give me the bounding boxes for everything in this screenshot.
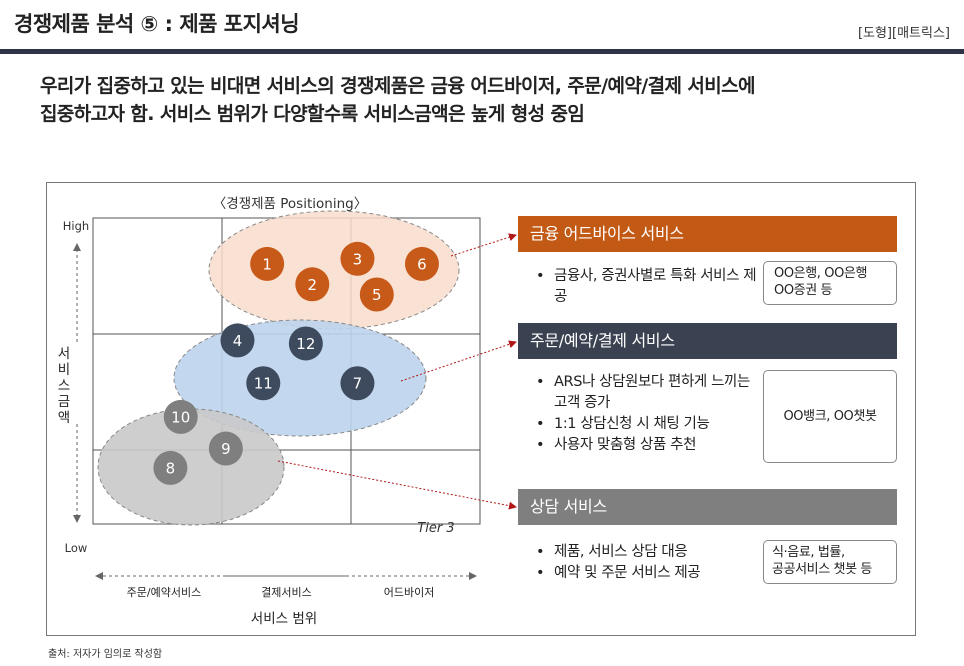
- competitor-dot-circle: [340, 241, 375, 276]
- bullet-item: • ARS나 상담원보다 편하게 느끼는 고객 증가: [536, 374, 750, 411]
- x-tick-label: 어드바이저: [384, 586, 435, 599]
- competitor-dot-circle: [404, 246, 439, 281]
- x-tick-label: 결제서비스: [261, 586, 312, 599]
- competitor-dot-circle: [295, 267, 330, 302]
- page-title: 경쟁제품 분석 ⑤ : 제품 포지셔닝: [14, 12, 300, 36]
- competitor-dot-label: 5: [372, 286, 382, 304]
- competitor-dot-3: 3: [340, 241, 375, 276]
- headline-line-1: 우리가 집중하고 있는 비대면 서비스의 경쟁제품은 금융 어드바이저, 주문/…: [40, 75, 755, 97]
- source-note: 출처: 저자가 임의로 작성함: [48, 649, 163, 660]
- bullet-item: • 사용자 맞춤형 상품 추천: [536, 437, 697, 453]
- example-line: 공공서비스 챗봇 등: [772, 562, 872, 577]
- competitor-dot-label: 4: [233, 332, 243, 350]
- panel-advisor-examples: OO은행, OO은행 OO증권 등: [763, 261, 897, 305]
- bullet-item: • 제품, 서비스 상담 대응: [536, 544, 688, 560]
- headline: 우리가 집중하고 있는 비대면 서비스의 경쟁제품은 금융 어드바이저, 주문/…: [40, 72, 940, 128]
- competitor-dot-1: 1: [250, 246, 285, 281]
- slide-tag: [도형][매트릭스]: [857, 26, 950, 41]
- competitor-dot-circle: [163, 399, 198, 434]
- panel-advisor: 금융 어드바이스 서비스: [518, 216, 897, 252]
- competitor-dot-label: 10: [171, 408, 190, 426]
- competitor-dot-label: 8: [166, 459, 176, 477]
- y-axis-low: Low: [65, 541, 88, 555]
- connector-arrow-consult: [277, 460, 517, 510]
- x-tick-label: 주문/예약서비스: [127, 585, 202, 599]
- panel-payment-bullets: • ARS나 상담원보다 편하게 느끼는 고객 증가 • 1:1 상담신청 시 채팅…: [536, 372, 761, 456]
- y-axis-high: High: [63, 219, 89, 233]
- panel-payment-title: 주문/예약/결제 서비스: [518, 323, 897, 359]
- competitor-dot-7: 7: [340, 366, 375, 401]
- example-line: OO은행, OO은행: [774, 266, 868, 281]
- tier-label: Tier 3: [417, 521, 454, 536]
- title-rule: [0, 49, 964, 54]
- competitor-dot-2: 2: [295, 267, 330, 302]
- competitor-dot-circle: [288, 326, 323, 361]
- x-axis-ticks: 주문/예약서비스 결제서비스 어드바이저: [127, 585, 435, 599]
- competitor-dot-label: 12: [296, 335, 315, 353]
- bullet-item: • 예약 및 주문 서비스 제공: [536, 565, 701, 581]
- panel-advisor-bullets: • 금융사, 증권사별로 특화 서비스 제공: [536, 266, 761, 308]
- competitor-dot-circle: [153, 450, 188, 485]
- panel-consult: 상담 서비스: [518, 489, 897, 525]
- competitor-dot-4: 4: [220, 323, 255, 358]
- competitor-dot-6: 6: [404, 246, 439, 281]
- competitor-dot-circle: [220, 323, 255, 358]
- competitor-dot-9: 9: [208, 431, 243, 466]
- connector-arrow-payment: [400, 340, 517, 382]
- connector-arrow-advisor: [450, 233, 517, 257]
- competitor-dot-circle: [250, 246, 285, 281]
- example-line: 식·음료, 법률,: [772, 545, 845, 560]
- panel-advisor-title: 금융 어드바이스 서비스: [518, 216, 897, 252]
- competitor-dot-5: 5: [359, 277, 394, 312]
- matrix-title: 〈경쟁제품 Positioning〉: [213, 196, 367, 212]
- competitor-dot-label: 3: [353, 250, 363, 268]
- example-line: OO증권 등: [774, 283, 833, 298]
- competitor-dot-label: 9: [221, 440, 231, 458]
- bullet-item: • 금융사, 증권사별로 특화 서비스 제공: [536, 268, 757, 305]
- panel-consult-title: 상담 서비스: [518, 489, 897, 525]
- headline-line-2: 집중하고자 함. 서비스 범위가 다양할수록 서비스금액은 높게 형성 중임: [40, 103, 585, 125]
- panel-consult-examples: 식·음료, 법률, 공공서비스 챗봇 등: [763, 540, 897, 584]
- competitor-dot-circle: [359, 277, 394, 312]
- panel-consult-bullets: • 제품, 서비스 상담 대응 • 예약 및 주문 서비스 제공: [536, 542, 761, 584]
- bullet-item: • 1:1 상담신청 시 채팅 기능: [536, 416, 710, 432]
- competitor-dot-label: 1: [262, 255, 272, 273]
- competitor-dot-label: 2: [308, 276, 318, 294]
- competitor-dot-label: 7: [353, 375, 363, 393]
- figure-frame: [46, 182, 916, 636]
- example-line: OO뱅크, OO챗봇: [783, 409, 877, 424]
- competitor-dot-label: 11: [254, 375, 273, 393]
- competitor-dot-circle: [246, 366, 281, 401]
- competitor-dot-label: 6: [417, 255, 427, 273]
- panel-payment: 주문/예약/결제 서비스: [518, 323, 897, 359]
- x-axis-label: 서비스 범위: [251, 611, 317, 627]
- competitor-dot-10: 10: [163, 399, 198, 434]
- competitor-dot-circle: [208, 431, 243, 466]
- competitor-dot-12: 12: [288, 326, 323, 361]
- competitor-dot-8: 8: [153, 450, 188, 485]
- panel-payment-examples: OO뱅크, OO챗봇: [763, 370, 897, 463]
- competitor-dot-11: 11: [246, 366, 281, 401]
- competitor-dot-circle: [340, 366, 375, 401]
